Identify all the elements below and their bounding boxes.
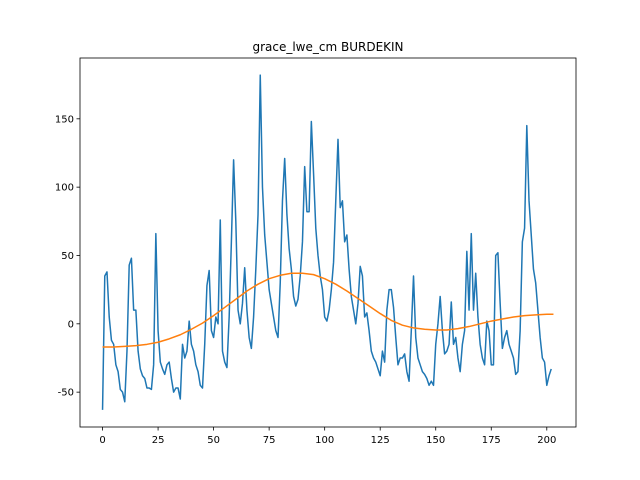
x-tick-label: 0 — [99, 435, 105, 446]
x-tick-label: 75 — [263, 435, 276, 446]
x-tick-label: 175 — [482, 435, 501, 446]
line-series — [102, 272, 554, 348]
y-tick-label: 100 — [55, 183, 74, 194]
x-tick-label: 200 — [537, 435, 556, 446]
x-tick-label: 50 — [207, 435, 220, 446]
chart-title: grace_lwe_cm BURDEKIN — [252, 40, 403, 54]
y-tick-label: 150 — [55, 114, 74, 125]
y-tick-label: 50 — [61, 251, 74, 262]
y-tick-label: 0 — [68, 319, 74, 330]
y-tick-label: -50 — [58, 388, 74, 399]
plot-frame — [79, 57, 577, 428]
x-tick-label: 25 — [152, 435, 165, 446]
x-tick-label: 150 — [426, 435, 445, 446]
x-tick-label: 100 — [315, 435, 334, 446]
x-tick-label: 125 — [371, 435, 390, 446]
line-series — [101, 74, 552, 410]
